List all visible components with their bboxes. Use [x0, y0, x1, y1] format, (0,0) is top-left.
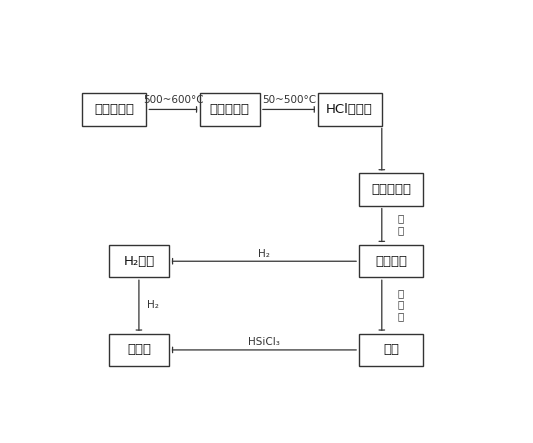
- Bar: [359, 334, 423, 366]
- Bar: [200, 93, 260, 126]
- Text: 气液分离: 气液分离: [375, 255, 407, 268]
- Text: 还原炉尾气: 还原炉尾气: [94, 103, 134, 116]
- Bar: [359, 245, 423, 277]
- Text: 50~500°C: 50~500°C: [262, 95, 316, 105]
- Text: HCl转化器: HCl转化器: [326, 103, 373, 116]
- Text: H₂纯化: H₂纯化: [123, 255, 155, 268]
- Text: H₂: H₂: [148, 299, 159, 310]
- Bar: [109, 334, 169, 366]
- Text: 还原炉: 还原炉: [127, 343, 151, 357]
- Text: 第一次冷却: 第一次冷却: [210, 103, 250, 116]
- Text: H₂: H₂: [258, 249, 270, 260]
- Text: 氯
硅
烷: 氯 硅 烷: [397, 288, 403, 321]
- Bar: [82, 93, 146, 126]
- Bar: [359, 173, 423, 206]
- Text: 第二次冷却: 第二次冷却: [371, 183, 411, 196]
- Text: 500~600°C: 500~600°C: [143, 95, 204, 105]
- Text: HSiCl₃: HSiCl₃: [248, 337, 280, 347]
- Text: 精馏: 精馏: [383, 343, 399, 357]
- Text: 常
温: 常 温: [397, 214, 403, 235]
- Bar: [318, 93, 382, 126]
- Bar: [109, 245, 169, 277]
